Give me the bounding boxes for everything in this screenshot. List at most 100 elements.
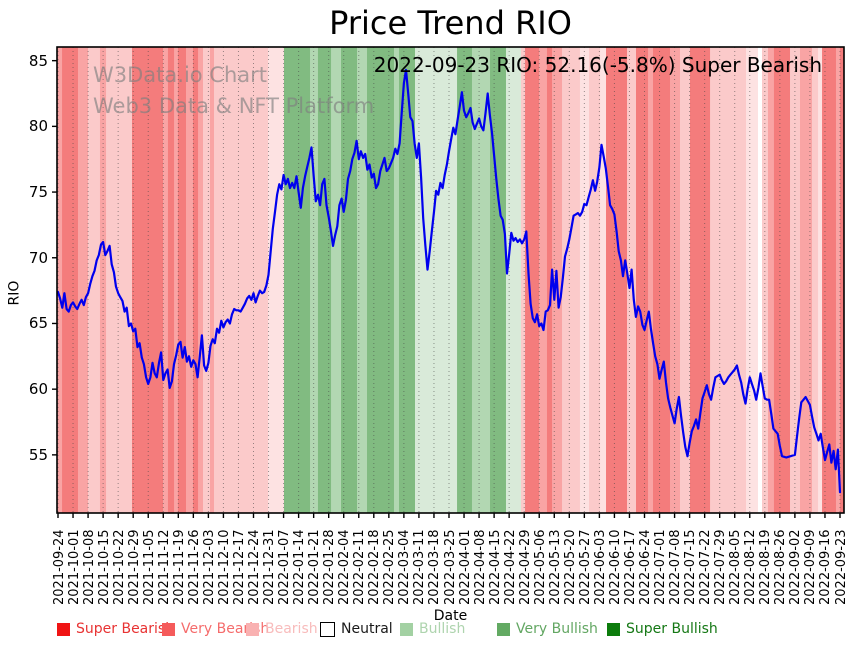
sentiment-band [490,47,507,513]
x-tick-label: 2022-04-01 [457,529,473,605]
watermark: W3Data.io Chart Web3 Data & NFT Platform [93,60,374,122]
x-tick-label: 2022-07-15 [683,529,699,605]
legend-item-label: Super Bearish [76,621,175,637]
sentiment-band [818,47,823,513]
x-tick-label: 2022-04-15 [487,529,503,605]
y-tick-label: 65 [28,314,48,333]
x-tick-label: 2022-01-07 [277,529,293,605]
sentiment-band [539,47,548,513]
x-tick-label: 2022-04-22 [502,529,518,605]
x-tick-label: 2021-11-12 [156,529,172,605]
x-tick-label: 2021-11-19 [171,529,187,605]
x-tick-label: 2021-10-15 [96,529,112,605]
sentiment-band [167,47,175,513]
x-tick-label: 2022-05-27 [577,529,593,605]
sentiment-band [198,47,204,513]
sentiment-band [839,47,845,513]
x-tick-label: 2022-08-26 [773,529,789,605]
sentiment-band [635,47,649,513]
legend-swatch-icon [162,622,175,636]
sentiment-band [562,47,581,513]
sentiment-band [606,47,628,513]
x-tick-label: 2022-07-08 [668,529,684,605]
price-line [56,68,842,494]
x-tick-label: 2021-12-24 [247,529,262,605]
x-tick-label: 2022-08-12 [743,529,759,605]
legend-item: Bullish [400,621,465,637]
sentiment-band [546,47,553,513]
sentiment-band [177,47,187,513]
x-tick-label: 2022-09-09 [803,529,819,605]
sentiment-band [757,47,763,513]
legend-item-label: Super Bullish [626,621,718,637]
x-tick-label: 2021-10-08 [81,529,97,605]
x-tick-label: 2022-07-01 [653,529,669,605]
x-tick-label: 2022-07-29 [713,529,729,605]
legend-swatch-icon [57,622,70,636]
legend-swatch-icon [320,621,335,637]
sentiment-band [399,47,416,513]
y-tick-label: 60 [28,380,48,399]
y-tick-label: 75 [28,183,48,202]
sentiment-band [331,47,342,513]
legend-item: Super Bearish [57,621,174,637]
sentiment-band [393,47,400,513]
sentiment-band [746,47,759,513]
x-tick-label: 2022-09-16 [818,529,834,605]
x-tick-label: 2022-06-03 [592,529,608,605]
sentiment-band [163,47,169,513]
sentiment-band [317,47,332,513]
x-tick-label: 2022-04-08 [472,529,488,605]
legend-item: Neutral [320,621,393,637]
legend-swatch-icon [400,622,413,636]
legend-item-label: Bullish [419,621,466,637]
x-tick-label: 2022-01-21 [307,529,323,605]
watermark-line1: W3Data.io Chart [93,63,268,87]
legend-item: Super Bullish [607,621,718,637]
sentiment-band [62,47,79,513]
sentiment-band [341,47,358,513]
legend-item: Bearish [246,621,318,637]
x-tick-label: 2021-12-03 [201,529,217,605]
x-tick-label: 2022-01-28 [322,529,338,605]
x-tick-label: 2022-05-13 [547,529,563,605]
legend-swatch-icon [497,622,510,636]
x-tick-label: 2022-03-11 [412,529,428,605]
x-tick-label: 2021-11-05 [141,529,157,605]
x-tick-label: 2022-02-11 [352,529,368,605]
x-tick-label: 2022-06-10 [607,529,623,605]
sentiment-band [835,47,841,513]
sentiment-band [457,47,473,513]
legend: Super Bearish Very Bearish Bearish Neutral B… [0,621,848,641]
legend-item-label: Very Bullish [516,621,598,637]
sentiment-band [174,47,179,513]
sentiment-band [202,47,211,513]
sentiment-band [283,47,311,513]
sentiment-band [106,47,133,513]
legend-item-label: Neutral [341,621,393,637]
legend-swatch-icon [246,622,259,636]
sentiment-band [78,47,89,513]
x-tick-label: 2022-01-14 [292,529,308,605]
sentiment-band [689,47,711,513]
sentiment-band [88,47,101,513]
x-tick-label: 2021-10-01 [66,529,82,605]
sentiment-band [773,47,791,513]
y-tick-label: 70 [28,248,48,267]
sentiment-band [525,47,540,513]
x-tick-label: 2021-12-10 [216,529,232,605]
x-tick-label: 2022-04-29 [517,529,533,605]
x-tick-label: 2022-02-25 [382,529,398,605]
x-tick-label: 2022-03-25 [442,529,458,605]
x-tick-label: 2022-02-04 [337,529,353,605]
sentiment-band [822,47,837,513]
sentiment-band [267,47,285,513]
legend-swatch-icon [607,622,620,636]
sentiment-band [600,47,607,513]
sentiment-band [366,47,395,513]
sentiment-band [192,47,199,513]
sentiment-band [811,47,819,513]
chart-title: Price Trend RIO [329,4,572,42]
sentiment-band [521,47,526,513]
